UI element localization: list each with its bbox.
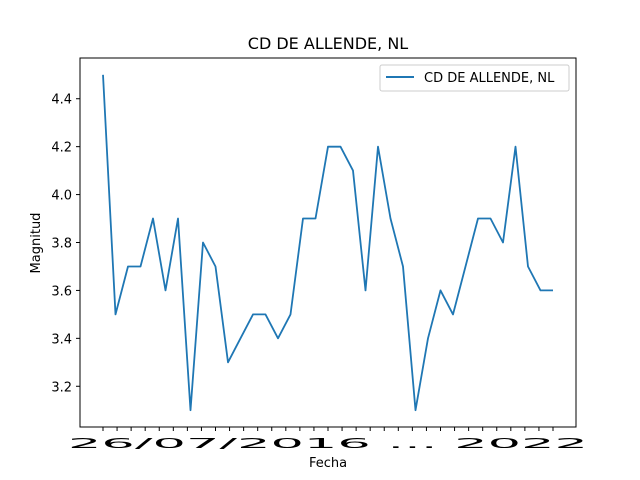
x-tick-labels: 26/07/2016 ... 2022 xyxy=(68,437,588,452)
chart-title: CD DE ALLENDE, NL xyxy=(248,34,409,53)
y-axis-label: Magnitud xyxy=(29,213,44,274)
y-tick-label: 3.8 xyxy=(51,237,72,252)
y-tick-label: 4.2 xyxy=(51,141,72,156)
x-axis: 26/07/2016 ... 2022 xyxy=(68,427,588,452)
plot-area xyxy=(102,74,554,412)
legend: CD DE ALLENDE, NL xyxy=(379,64,570,92)
x-axis-label: Fecha xyxy=(309,456,347,471)
axes-frame xyxy=(79,57,577,428)
y-tick-label: 3.6 xyxy=(51,284,72,299)
y-tick-label: 4.0 xyxy=(51,189,72,204)
y-tick-label: 4.4 xyxy=(51,93,72,108)
series-line xyxy=(102,74,553,412)
legend-label: CD DE ALLENDE, NL xyxy=(424,71,555,86)
y-tick-label: 3.4 xyxy=(51,332,72,347)
y-tick-label: 3.2 xyxy=(51,380,72,395)
y-axis: 3.2 3.4 3.6 3.8 4.0 4.2 4.4 xyxy=(51,93,80,395)
legend-box xyxy=(379,64,570,92)
